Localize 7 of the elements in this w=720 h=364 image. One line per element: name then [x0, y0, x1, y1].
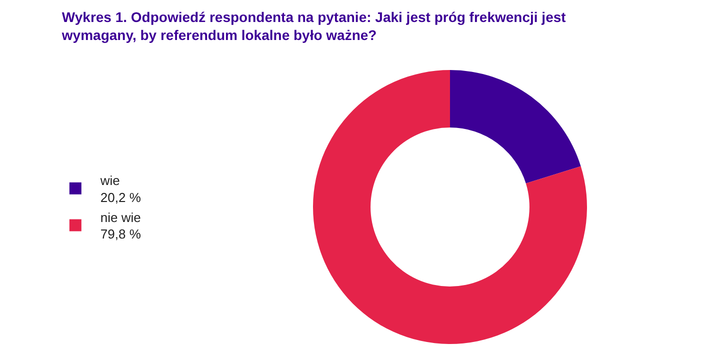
donut-slice — [313, 70, 587, 344]
data-label: 79,8 % — [100, 226, 142, 242]
chart-title: Wykres 1. Odpowiedź respondenta na pytanie: Jaki jest próg frekwencji jest wymagany, by referendum lokalne było ważne? — [60, 8, 566, 44]
donut-slice — [450, 70, 581, 184]
data-label: 20,2 % — [100, 190, 142, 205]
legend-label: wie — [99, 173, 120, 188]
legend-label: nie wie — [100, 210, 141, 225]
